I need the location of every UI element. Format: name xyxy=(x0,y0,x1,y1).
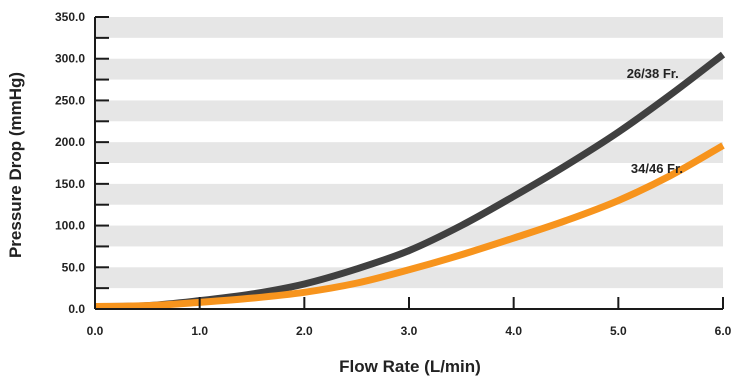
x-tick-label: 4.0 xyxy=(505,324,522,338)
grid-band xyxy=(95,267,723,289)
x-tick-label: 0.0 xyxy=(87,324,104,338)
series-label: 34/46 Fr. xyxy=(631,161,683,176)
y-tick-label: 50.0 xyxy=(62,260,86,274)
tick-labels: 0.0 50.0 100.0 150.0 200.0 250.0 300.0 350.0 0.0… xyxy=(55,10,732,338)
y-axis-title: Pressure Drop (mmHg) xyxy=(6,72,25,258)
x-tick-label: 3.0 xyxy=(401,324,418,338)
y-tick-label: 300.0 xyxy=(55,52,85,66)
x-tick-label: 6.0 xyxy=(715,324,732,338)
grid-band xyxy=(95,225,723,247)
series-labels: 26/38 Fr. 34/46 Fr. xyxy=(627,66,683,176)
x-tick-label: 2.0 xyxy=(296,324,313,338)
y-tick-label: 250.0 xyxy=(55,93,85,107)
y-tick-label: 200.0 xyxy=(55,135,85,149)
y-tick-label: 150.0 xyxy=(55,177,85,191)
grid-band xyxy=(95,142,723,163)
grid-band xyxy=(95,58,723,80)
series-label: 26/38 Fr. xyxy=(627,66,679,81)
x-tick-label: 1.0 xyxy=(191,324,208,338)
grid-band xyxy=(95,17,723,38)
grid-band xyxy=(95,183,723,205)
grid-bands xyxy=(95,17,723,289)
tick-marks xyxy=(95,16,724,310)
grid-band xyxy=(95,100,723,122)
y-tick-label: 100.0 xyxy=(55,219,85,233)
x-tick-label: 5.0 xyxy=(610,324,627,338)
x-axis-title: Flow Rate (L/min) xyxy=(339,357,481,376)
y-tick-label: 0.0 xyxy=(68,302,85,316)
y-tick-label: 350.0 xyxy=(55,10,85,24)
